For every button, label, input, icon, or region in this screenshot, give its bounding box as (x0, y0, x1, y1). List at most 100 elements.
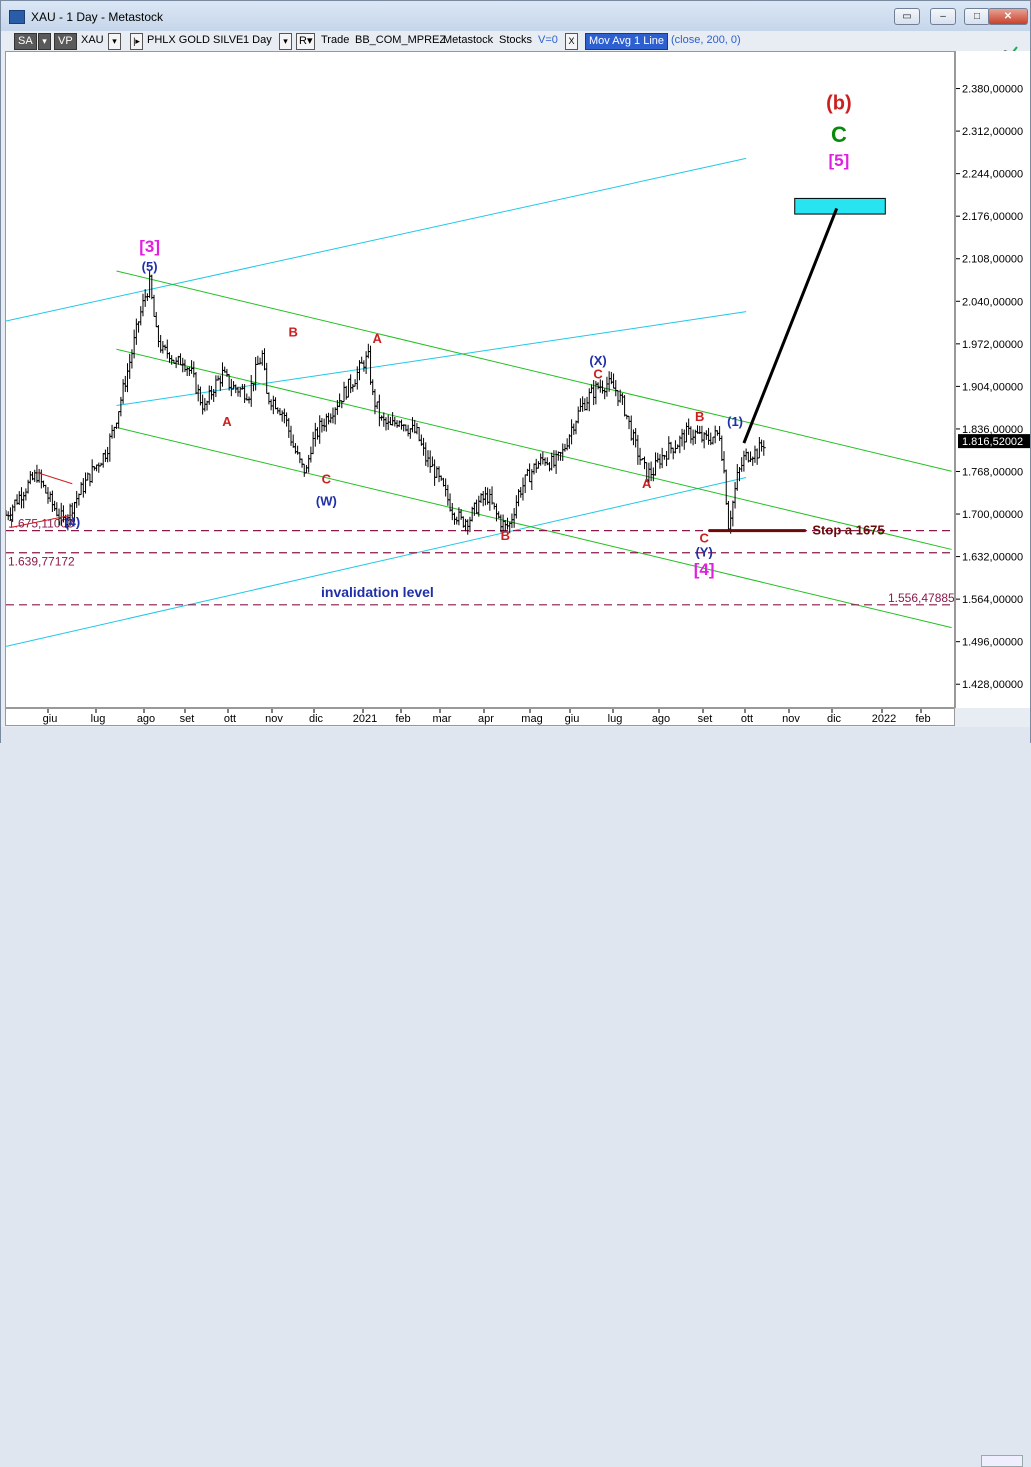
close-icon[interactable]: ✕ (988, 8, 1028, 25)
r-button[interactable]: R▾ (296, 33, 316, 50)
period-label[interactable]: 1 Day (243, 34, 272, 46)
channel-lower-cyan (6, 476, 747, 647)
scroll-handle[interactable] (981, 1455, 1023, 1467)
time-label: nov (782, 713, 800, 725)
price-tick-label: 1.904,00000 (962, 381, 1023, 393)
security-name[interactable]: PHLX GOLD SILVE (147, 34, 244, 46)
time-label: set (698, 713, 713, 725)
source-label[interactable]: Metastock (443, 34, 494, 46)
wave-label: (5) (142, 259, 158, 274)
wave-label: [5] (829, 151, 850, 170)
channel-upper-green (116, 270, 952, 472)
price-tick-label: 1.768,00000 (962, 466, 1023, 478)
trade-label[interactable]: Trade (321, 34, 350, 46)
level-label: 1.556,47885 (888, 591, 955, 605)
price-tick-label: 2.380,00000 (962, 84, 1023, 96)
time-label: ott (224, 713, 236, 725)
sa-button[interactable]: SA (14, 33, 37, 50)
wave-label: C (322, 472, 332, 487)
wave-label: A (372, 331, 382, 346)
maximize-icon[interactable]: □ (964, 8, 990, 25)
restore-icon[interactable]: ▭ (894, 8, 920, 25)
channel-mid-green (116, 348, 952, 550)
price-tick-label: 1.836,00000 (962, 424, 1023, 436)
invalidation-label: invalidation level (321, 584, 434, 600)
wave-label: [4] (694, 560, 715, 579)
time-label: apr (478, 713, 494, 725)
price-tick-label: 1.700,00000 (962, 509, 1023, 521)
window-title: XAU - 1 Day - Metastock (31, 10, 164, 24)
time-label: nov (265, 713, 283, 725)
v-value: V=0 (538, 34, 558, 46)
x-box[interactable]: X (565, 33, 578, 50)
wave-label: (X) (589, 353, 606, 368)
price-tick-label: 2.176,00000 (962, 211, 1023, 223)
time-label: dic (309, 713, 324, 725)
sa-dropdown-icon[interactable]: ▾ (38, 33, 51, 50)
time-label: giu (43, 713, 58, 725)
toolbar: SA ▾ VP XAU ▾ |▸ PHLX GOLD SILVE 1 Day ▾… (1, 31, 1030, 51)
stocks-label[interactable]: Stocks (499, 34, 533, 46)
time-label: lug (91, 713, 106, 725)
symbol-dropdown-icon[interactable]: ▾ (108, 33, 121, 50)
wave-label: C (593, 367, 603, 382)
indicator-params: (close, 200, 0) (671, 34, 741, 46)
period-dropdown-icon[interactable]: ▾ (279, 33, 292, 50)
time-axis-svg: giu lug ago set ott nov dic 2021 feb mar apr mag giu… (43, 709, 931, 725)
vp-button[interactable]: VP (54, 33, 77, 50)
wave-label: B (501, 528, 510, 543)
time-label: 2021 (353, 713, 377, 725)
wave-label: [3] (139, 237, 160, 256)
wave-label: C (831, 122, 847, 147)
chart-area[interactable]: 1.675,11003 1.639,77172 1.556,47885 Stop a … (5, 51, 955, 708)
price-tick-label: 2.312,00000 (962, 126, 1023, 138)
time-label: 2022 (872, 713, 896, 725)
time-label: dic (827, 713, 842, 725)
price-tick-label: 1.428,00000 (962, 679, 1023, 691)
expert-label[interactable]: BB_COM_MPREZ (355, 34, 447, 46)
wave-label: (W) (316, 494, 337, 509)
wave-label: B (289, 325, 298, 340)
indicator-label[interactable]: Mov Avg 1 Line (585, 33, 669, 50)
time-axis[interactable]: giu lug ago set ott nov dic 2021 feb mar apr mag giu… (5, 708, 955, 726)
title-bar[interactable]: XAU - 1 Day - Metastock ▭ – □ ✕ (1, 1, 1030, 31)
wave-label: (1) (727, 414, 743, 429)
time-label: ott (741, 713, 753, 725)
projection-line (742, 207, 839, 444)
price-tick-label: 2.040,00000 (962, 296, 1023, 308)
time-label: lug (608, 713, 623, 725)
wave-label: (4) (64, 514, 80, 529)
last-price-label: 1.816,52002 (962, 436, 1023, 448)
time-label: feb (915, 713, 930, 725)
wave-label: C (699, 531, 709, 546)
price-tick-label: 1.972,00000 (962, 339, 1023, 351)
minimize-icon[interactable]: – (930, 8, 956, 25)
target-box (794, 197, 886, 215)
level-label: 1.675,11003 (8, 517, 74, 531)
wave-label: (Y) (695, 544, 712, 559)
time-label: ago (652, 713, 670, 725)
price-axis[interactable]: 2.380,00000 2.312,00000 2.244,00000 2.176,0… (955, 51, 1030, 708)
price-tick-label: 1.496,00000 (962, 637, 1023, 649)
wave-label: A (642, 476, 652, 491)
price-tick-label: 1.632,00000 (962, 552, 1023, 564)
price-axis-svg: 2.380,00000 2.312,00000 2.244,00000 2.176,0… (956, 84, 1030, 691)
status-bar (1, 727, 1030, 1467)
price-chart[interactable]: 1.675,11003 1.639,77172 1.556,47885 Stop a … (6, 52, 955, 708)
channel-upper-cyan (6, 157, 747, 322)
wave-label: B (695, 409, 704, 424)
last-price-box (958, 434, 1030, 449)
price-tick-label: 2.244,00000 (962, 169, 1023, 181)
time-label: giu (565, 713, 580, 725)
level-label: 1.639,77172 (8, 555, 75, 569)
symbol-label[interactable]: XAU (81, 34, 104, 46)
channel-mid-cyan (116, 311, 747, 407)
time-label: feb (395, 713, 410, 725)
security-icon[interactable]: |▸ (130, 33, 143, 50)
price-tick-label: 2.108,00000 (962, 254, 1023, 266)
wave-label: (b) (826, 93, 852, 115)
channel-lower-green (116, 426, 952, 629)
red-trendline (36, 472, 73, 485)
time-label: ago (137, 713, 155, 725)
